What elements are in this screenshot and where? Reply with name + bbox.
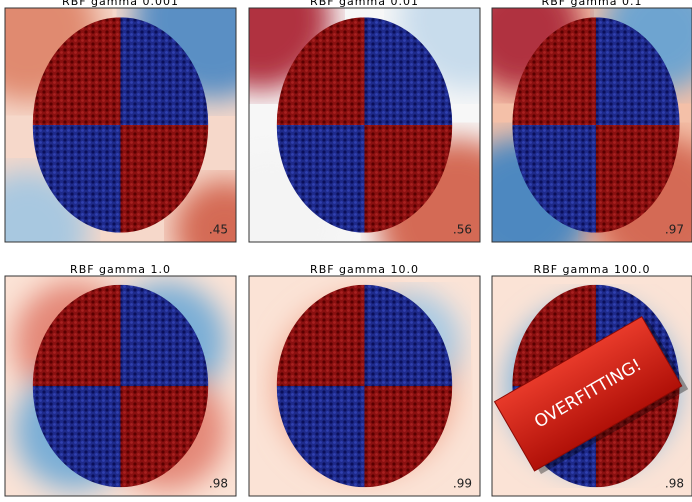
panel: RBF gamma 0.01 .56 [191,0,539,299]
panel-body [5,276,236,496]
panel-body [249,276,480,496]
panel: RBF gamma 10.0 .99 [249,263,480,496]
panel-title: RBF gamma 0.1 [542,0,643,8]
panel-score: .56 [453,223,472,237]
panel-title: RBF gamma 10.0 [310,263,419,276]
sample-points [277,17,453,232]
sample-points [277,285,453,487]
figure: RBF gamma 0.001.45RBF gamma 0.01.56RBF g… [0,0,692,498]
sample-points [33,285,209,487]
panel-score: .98 [209,477,228,491]
panel: RBF gamma 0.1 .97 [452,0,692,277]
panel-body [452,0,692,277]
panel-score: .98 [665,477,684,491]
panel: RBF gamma 1.0 .98 [5,263,236,496]
panel-score: .99 [453,477,472,491]
sample-points [33,17,209,232]
panel-score: .97 [665,223,684,237]
panel-score: .45 [209,223,228,237]
sample-points [512,17,679,232]
panel-title: RBF gamma 0.01 [310,0,419,8]
panel-body [191,0,539,299]
panel-title: RBF gamma 1.0 [70,263,171,276]
panel-title: RBF gamma 0.001 [62,0,179,8]
panel-title: RBF gamma 100.0 [534,263,651,276]
